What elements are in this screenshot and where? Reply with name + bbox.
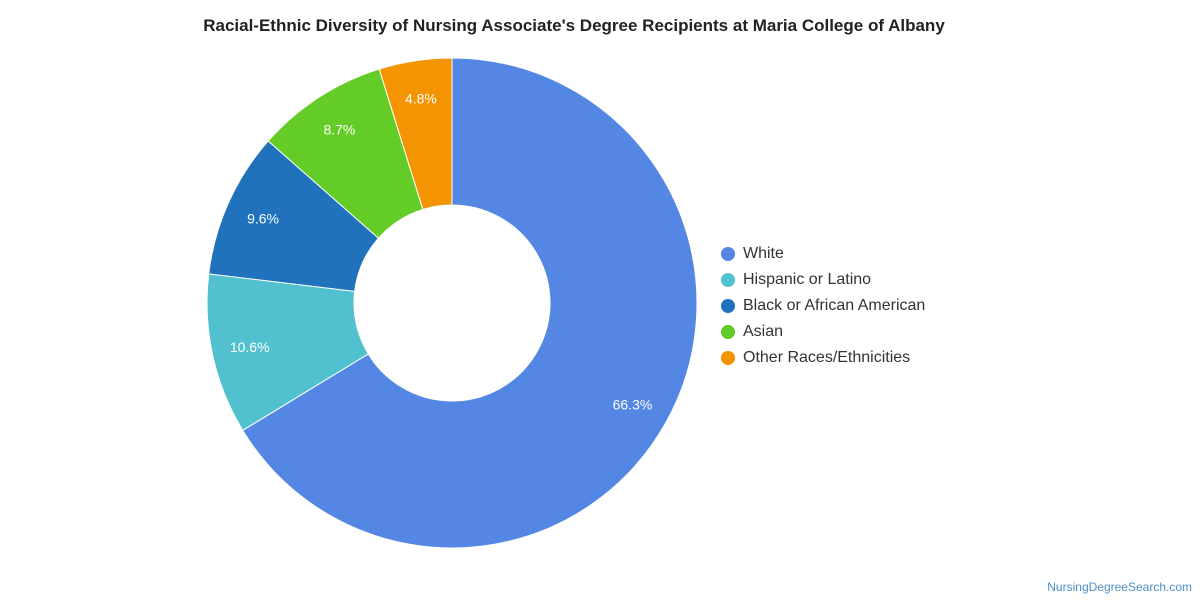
legend-item[interactable]: Asian	[721, 319, 925, 345]
slice-label: 66.3%	[613, 396, 653, 412]
legend-item[interactable]: White	[721, 241, 925, 267]
slice-hispanic-or-latino[interactable]	[206, 273, 369, 432]
slice-label: 10.6%	[230, 339, 270, 355]
legend-item[interactable]: Hispanic or Latino	[721, 267, 925, 293]
legend-item[interactable]: Black or African American	[721, 293, 925, 319]
legend-swatch	[721, 325, 735, 339]
legend-label: White	[743, 245, 784, 262]
legend-swatch	[721, 273, 735, 287]
legend-label: Other Races/Ethnicities	[743, 349, 911, 366]
slice-white[interactable]	[242, 57, 698, 549]
site-watermark[interactable]: NursingDegreeSearch.com	[1047, 580, 1192, 594]
chart-legend: White Hispanic or Latino Black or African …	[721, 241, 925, 371]
legend-label: Asian	[743, 323, 784, 340]
legend-swatch	[721, 247, 735, 261]
legend-swatch	[721, 351, 735, 365]
slice-label: 8.7%	[323, 121, 355, 137]
legend-item[interactable]: Other Races/Ethnicities	[721, 345, 925, 371]
slice-label: 4.8%	[405, 90, 437, 106]
chart-title: Racial-Ethnic Diversity of Nursing Assoc…	[203, 16, 945, 35]
slice-label: 9.6%	[247, 210, 279, 226]
legend-label: Black or African American	[743, 297, 926, 314]
slice-other-races-ethnicities[interactable]	[378, 57, 453, 211]
legend-swatch	[721, 299, 735, 313]
legend-label: Hispanic or Latino	[743, 271, 872, 288]
